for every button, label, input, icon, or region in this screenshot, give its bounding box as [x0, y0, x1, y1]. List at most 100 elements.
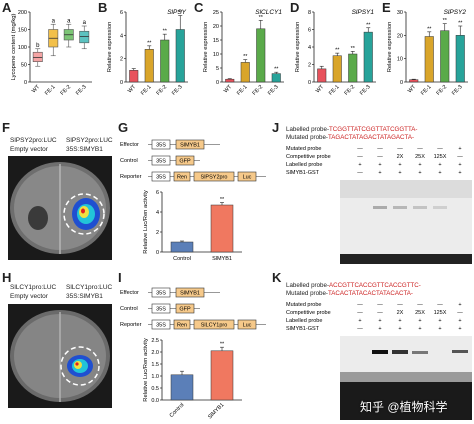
j-row-label-3: SlMYB1-GST — [286, 170, 320, 176]
a-ytick-label: 50 — [21, 63, 27, 69]
j-cell-1-1: — — [377, 154, 383, 160]
b-bar-0 — [129, 70, 139, 83]
g-reporter-luc-text: Luc — [243, 175, 252, 181]
j-shift-band-1 — [393, 206, 407, 209]
g-effector-35s — [151, 139, 171, 150]
c-ytick-label: 0 — [216, 80, 219, 86]
k-row-label-0: Mutated probe — [286, 302, 321, 308]
j-shift-band-0 — [373, 206, 387, 209]
c-ylabel: Relative expression — [203, 22, 209, 73]
j-cell-1-0: — — [357, 154, 363, 160]
e-ytick-label: 0 — [400, 80, 403, 86]
a-ytick-label: 150 — [18, 28, 27, 34]
a-box-0 — [32, 51, 43, 62]
c-ytick-label: 20 — [213, 24, 219, 30]
j-row-label-2: Labelled probe — [286, 162, 322, 168]
c-ytick-label: 15 — [213, 38, 219, 44]
k-cell-2-1: + — [378, 318, 381, 324]
h-label-bottom-right: 35S:SlMYB1 — [66, 293, 103, 300]
j-cell-3-4: + — [438, 170, 441, 176]
a-box-3 — [79, 30, 90, 44]
e-xtick-3: FE-3 — [451, 84, 464, 97]
g-ytick-label: 6 — [156, 190, 159, 196]
b-bar-1 — [144, 49, 154, 83]
chart-e-slpsy2: 0 10 20 30 Relative expression SlPSY2 WT ** FE-1… — [387, 9, 468, 97]
panel-letter-b: B — [98, 0, 108, 15]
d-star-1: ** — [335, 48, 340, 54]
d-star-2: ** — [351, 46, 356, 52]
i-reporter-luc — [237, 319, 257, 330]
k-cell-0-2: — — [397, 302, 403, 308]
chart-d-slpsy1: 0 2 4 6 8 Relative expression SlPSY1 WT ** FE-1 **… — [295, 9, 376, 97]
c-ytick-label: 25 — [213, 10, 219, 16]
d-ytick-label: 0 — [308, 80, 311, 86]
c-ytick-label: 10 — [213, 52, 219, 58]
j-cell-3-0: — — [357, 170, 363, 176]
g-reporter-ren-text: Ren — [177, 175, 187, 181]
d-xtick-0: WT — [315, 84, 326, 95]
j-free-probe-band — [340, 254, 472, 264]
k-cell-1-2: 2X — [397, 310, 404, 316]
b-ytick-label: 2 — [120, 57, 123, 63]
k-shift-band-1 — [392, 350, 408, 354]
k-cell-1-1: — — [377, 310, 383, 316]
e-ytick-label: 20 — [397, 33, 403, 39]
a-xtick-3: FE-3 — [75, 84, 88, 97]
panel-letter-g: G — [118, 120, 129, 135]
a-letter-3: a — [83, 20, 87, 26]
chart-g-luc-ren: 0 2 4 6 Relative Luc/Ren activity Control ** Sl… — [143, 190, 242, 262]
g-effector-gene — [175, 139, 205, 150]
b-ytick-label: 0 — [120, 80, 123, 86]
g-row-label-control: Control — [120, 158, 138, 164]
g-reporter-ren — [173, 171, 191, 182]
d-ytick-label: 6 — [308, 28, 311, 34]
i-construct-diagram: Effector Control Reporter 35S SlMYB1 35S GFP 35… — [120, 287, 266, 330]
g-ytick-label: 0 — [156, 250, 159, 256]
i-ytick-label: 2.5 — [151, 338, 159, 344]
c-bar-1 — [240, 62, 250, 83]
panel-letter-f: F — [2, 120, 10, 135]
j-cell-3-1: + — [378, 170, 381, 176]
k-cell-2-3: + — [418, 318, 421, 324]
e-star-1: ** — [427, 26, 432, 32]
k-labelled-seq: ACCGTTCACCGTTCACCGTTC- — [329, 282, 421, 289]
b-ytick-label: 6 — [120, 10, 123, 16]
k-cell-0-4: — — [437, 302, 443, 308]
i-star-1: ** — [220, 342, 225, 348]
watermark: 知乎 @植物科学 — [360, 400, 448, 414]
k-cell-2-5: + — [458, 318, 461, 324]
g-effector-35s-text: 35S — [156, 143, 166, 149]
h-leaf-luciferase-image — [8, 304, 112, 408]
panel-letter-j: J — [272, 120, 280, 135]
i-control-35s — [151, 303, 171, 314]
k-cell-3-4: + — [438, 326, 441, 332]
a-xtick-1: FE-1 — [44, 84, 57, 97]
k-row-label-2: Labelled probe — [286, 318, 322, 324]
j-emsa-table-and-gel: Mutated probe — — — — — + Competitive probe — — 2X… — [286, 146, 472, 264]
c-bar-0 — [225, 78, 235, 83]
i-effector-gene-text: SlMYB1 — [180, 291, 200, 297]
k-cell-0-1: — — [377, 302, 383, 308]
a-ytick-label: 100 — [18, 45, 27, 51]
j-cell-2-1: + — [378, 162, 381, 168]
k-mutated-seq: TACACTATACACTATACACTA- — [327, 290, 413, 297]
j-labelled-prefix: Labelled probe- — [286, 126, 330, 133]
j-cell-1-4: 125X — [434, 154, 447, 160]
a-ytick-label: 0 — [24, 80, 27, 86]
k-row-label-1: Competitive probe — [286, 310, 331, 316]
c-xtick-0: WT — [223, 84, 234, 95]
e-xtick-1: FE-1 — [420, 84, 433, 97]
i-ytick-label: 0.5 — [151, 386, 159, 392]
b-bar-3 — [175, 29, 185, 83]
h-label-top-right: SlLCY1pro:LUC — [66, 284, 113, 291]
i-ytick-label: 1.5 — [151, 362, 159, 368]
i-effector-35s — [151, 287, 171, 298]
i-control-35s-text: 35S — [156, 307, 166, 313]
j-row-label-1: Competitive probe — [286, 154, 331, 160]
g-control-gfp-text: GFP — [179, 159, 191, 165]
j-labelled-seq: TCGGTTATCGGTTATCGGTTA- — [329, 126, 418, 133]
c-star-1: ** — [243, 54, 248, 60]
e-bar-0 — [409, 79, 419, 83]
c-bar-3 — [271, 73, 281, 83]
e-bar-2 — [440, 30, 450, 83]
